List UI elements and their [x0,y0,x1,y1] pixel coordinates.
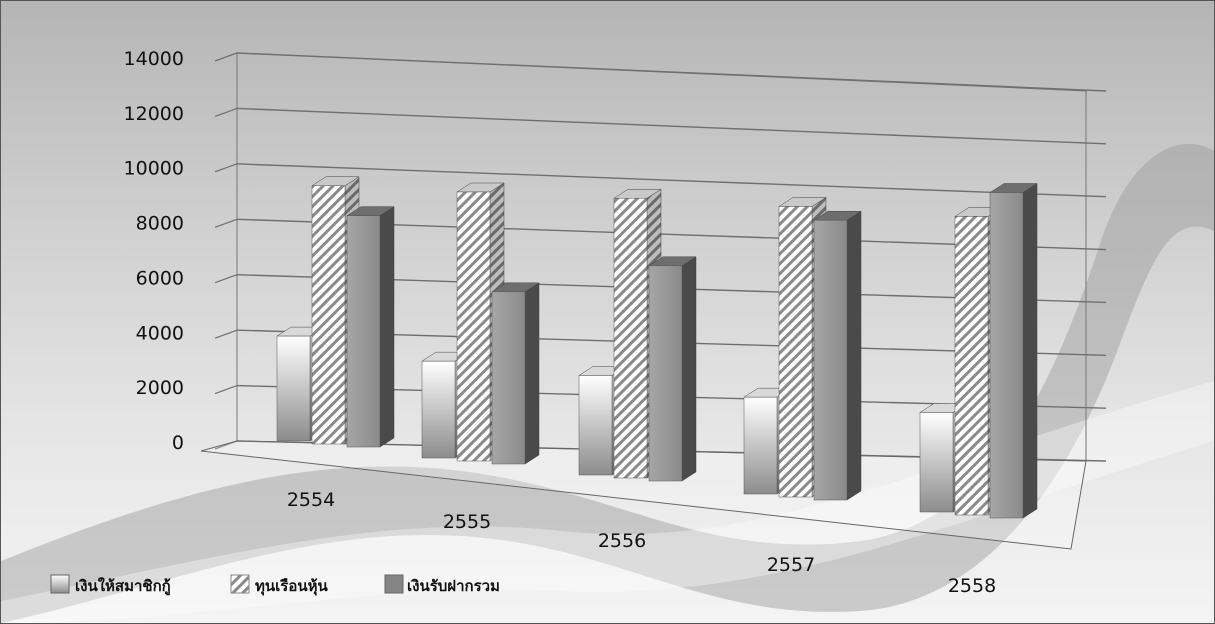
y-tick-label: 4000 [136,322,184,344]
y-axis: 0 2000 4000 6000 8000 10000 12000 14000 [124,48,184,454]
gridline-side [214,218,238,228]
legend: เงินให้สมาชิกกู้ ทุนเรือนหุ้น เงินรับฝาก… [50,574,500,596]
bar-deposits-2555 [491,282,540,465]
legend-label-shares: ทุนเรือนหุ้น [255,577,328,596]
legend-item-shares: ทุนเรือนหุ้น [230,574,328,596]
bar-front [954,216,989,516]
legend-item-deposits: เงินรับฝากรวม [384,574,500,595]
bar-front [778,206,813,498]
legend-swatch-deposits [384,574,404,594]
x-tick-label: 2554 [287,489,335,511]
x-tick-label: 2558 [948,575,996,597]
bar-front [421,360,456,459]
y-tick-label: 0 [172,432,184,454]
bar-deposits-2558 [989,183,1038,519]
gridline-side [214,163,238,173]
y-tick-label: 12000 [124,103,184,125]
bar-front [276,335,311,442]
bar-deposits-2554 [346,206,395,448]
legend-item-loans: เงินให้สมาชิกกู้ [50,574,171,596]
gridline-side [214,329,238,339]
bar-front [648,265,683,482]
bar-front [613,197,648,479]
bar-side [524,282,540,465]
bar-side [379,206,395,448]
gridline-side [214,274,238,284]
bar-side [1022,183,1038,519]
gridline [236,107,1107,145]
bar-front [491,291,526,465]
y-tick-label: 14000 [124,48,184,70]
legend-swatch-shares [230,574,250,594]
gridline-side [214,52,238,62]
y-tick-label: 10000 [124,158,184,180]
background-decoration [1,143,1214,623]
gridline [236,163,1107,198]
gridline-side [214,385,238,395]
bar-side [846,210,862,501]
gridline-side [214,107,238,117]
bar-front [989,192,1024,519]
bar-front [578,375,613,476]
y-tick-label: 2000 [136,377,184,399]
legend-label-deposits: เงินรับฝากรวม [407,577,500,595]
bar-deposits-2556 [648,256,697,482]
bar-side [681,256,697,482]
bar-front [813,219,848,501]
bar-front [919,412,954,513]
bar-front [311,185,346,445]
gridline [236,52,1107,92]
legend-label-loans: เงินให้สมาชิกกู้ [75,577,171,596]
x-tick-label: 2555 [443,511,491,533]
legend-swatch-loans [50,574,70,594]
x-axis: 2554 2555 2556 2557 2558 [287,489,996,597]
bar-front [456,191,491,462]
y-tick-label: 6000 [136,267,184,289]
x-tick-label: 2556 [598,530,646,552]
bar-front [346,215,381,448]
bar-deposits-2557 [813,210,862,501]
x-tick-label: 2557 [767,554,815,576]
bars-layer [276,176,1038,519]
bar-front [743,396,778,495]
y-tick-label: 8000 [136,213,184,235]
